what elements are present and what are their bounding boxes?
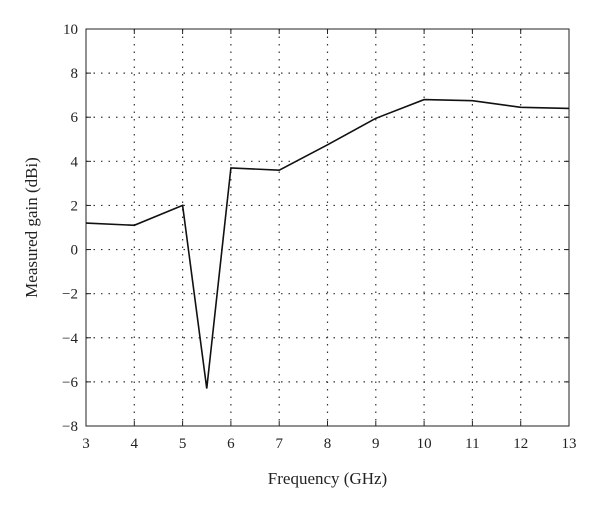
x-tick-label: 4 bbox=[131, 436, 139, 452]
x-tick-label: 13 bbox=[562, 436, 577, 452]
plot-frame bbox=[85, 28, 570, 427]
x-tick-label: 6 bbox=[227, 436, 235, 452]
x-tick-label: 12 bbox=[513, 436, 528, 452]
y-tick-label: 0 bbox=[71, 243, 79, 259]
y-tick-label: −2 bbox=[62, 287, 78, 303]
y-tick-label: 6 bbox=[71, 110, 79, 126]
y-tick-label: −8 bbox=[62, 419, 78, 435]
axis-ticks bbox=[85, 28, 570, 427]
y-tick-label: 2 bbox=[71, 198, 79, 214]
x-tick-label: 3 bbox=[82, 436, 90, 452]
series-line-gain bbox=[85, 98, 570, 389]
x-tick-label: 10 bbox=[417, 436, 432, 452]
y-tick-label: −6 bbox=[62, 375, 78, 391]
x-tick-label: 5 bbox=[179, 436, 187, 452]
x-tick-label: 8 bbox=[324, 436, 332, 452]
x-tick-labels: 3 4 5 6 7 8 9 10 11 12 13 bbox=[82, 436, 576, 452]
x-tick-label: 9 bbox=[372, 436, 380, 452]
grid bbox=[86, 29, 569, 426]
y-axis-title: Measured gain (dBi) bbox=[22, 157, 41, 298]
x-axis-title: Frequency (GHz) bbox=[268, 469, 387, 488]
x-tick-label: 11 bbox=[465, 436, 479, 452]
x-tick-label: 7 bbox=[275, 436, 283, 452]
y-tick-labels: −8 −6 −4 −2 0 2 4 6 8 10 bbox=[62, 22, 78, 435]
y-tick-label: 10 bbox=[63, 22, 78, 38]
y-tick-label: −4 bbox=[62, 331, 78, 347]
y-tick-label: 4 bbox=[71, 154, 79, 170]
y-tick-label: 8 bbox=[71, 66, 79, 82]
